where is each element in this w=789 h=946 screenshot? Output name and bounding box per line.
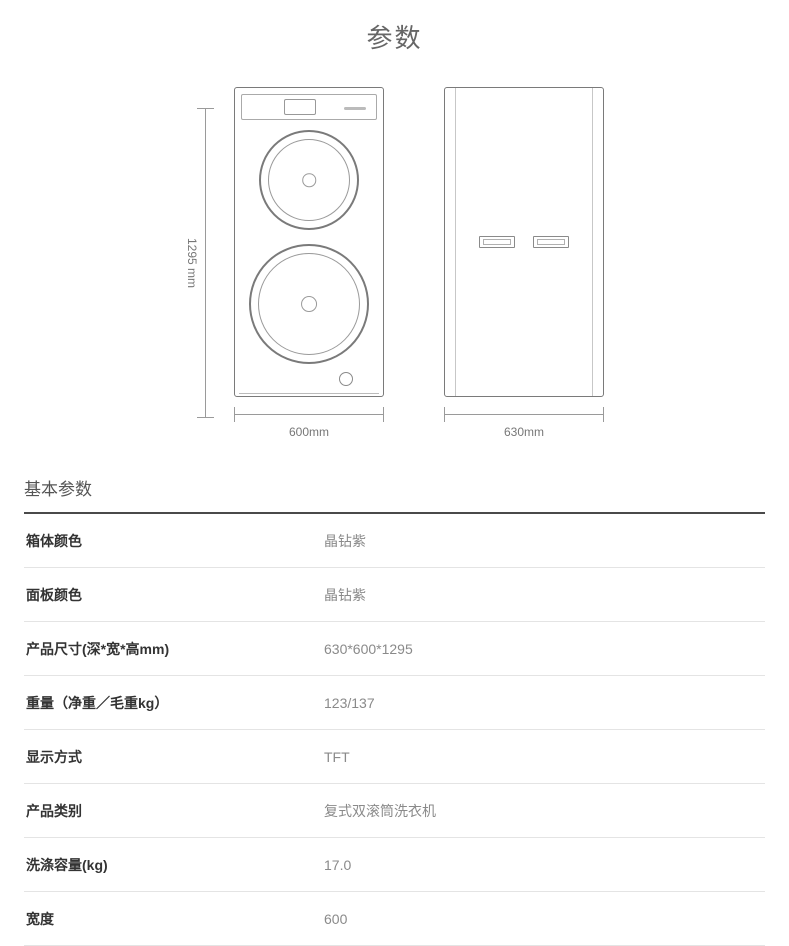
upper-drum-ring-icon: [268, 139, 350, 221]
spec-label: 面板颜色: [24, 585, 324, 605]
height-dimension-line: [205, 108, 206, 418]
spec-label: 显示方式: [24, 747, 324, 767]
spec-label: 产品尺寸(深*宽*高mm): [24, 639, 324, 659]
spec-row: 面板颜色晶钻紫: [24, 568, 765, 622]
side-width-label: 630mm: [504, 425, 544, 439]
control-knob-icon: [339, 372, 353, 386]
lower-drum-icon: [249, 244, 369, 364]
side-view-wrap: 630mm: [444, 87, 604, 439]
spec-label: 宽度: [24, 909, 324, 929]
front-view-group: 1295 mm 600mm: [185, 87, 384, 439]
spec-value: 123/137: [324, 695, 375, 711]
height-dimension: 1295 mm: [185, 87, 220, 439]
spec-section: 基本参数 箱体颜色晶钻紫面板颜色晶钻紫产品尺寸(深*宽*高mm)630*600*…: [0, 449, 789, 946]
side-handle-icon: [479, 236, 515, 248]
spec-label: 重量（净重／毛重kg）: [24, 693, 324, 713]
spec-label: 箱体颜色: [24, 531, 324, 551]
appliance-front-view: [234, 87, 384, 397]
detergent-slot-icon: [344, 107, 366, 110]
spec-row: 宽度600: [24, 892, 765, 946]
front-width-label: 600mm: [289, 425, 329, 439]
spec-value: TFT: [324, 749, 350, 765]
spec-row: 显示方式TFT: [24, 730, 765, 784]
appliance-side-view: [444, 87, 604, 397]
side-width-dimension: [444, 407, 604, 421]
section-title: 基本参数: [24, 461, 765, 514]
display-screen-icon: [284, 99, 316, 115]
spec-row: 产品类别复式双滚筒洗衣机: [24, 784, 765, 838]
control-panel: [241, 94, 377, 120]
spec-value: 17.0: [324, 857, 351, 873]
front-width-dimension: [234, 407, 384, 421]
spec-row: 重量（净重／毛重kg）123/137: [24, 676, 765, 730]
front-width-line: [234, 414, 384, 415]
spec-table: 箱体颜色晶钻紫面板颜色晶钻紫产品尺寸(深*宽*高mm)630*600*1295重…: [24, 514, 765, 946]
spec-value: 复式双滚筒洗衣机: [324, 801, 436, 821]
lower-drum-ring-icon: [258, 253, 360, 355]
front-view-wrap: 600mm: [234, 87, 384, 439]
spec-row: 箱体颜色晶钻紫: [24, 514, 765, 568]
spec-value: 600: [324, 911, 347, 927]
dimension-diagram: 1295 mm 600mm: [0, 87, 789, 449]
spec-value: 晶钻紫: [324, 531, 366, 551]
side-width-line: [444, 414, 604, 415]
spec-row: 产品尺寸(深*宽*高mm)630*600*1295: [24, 622, 765, 676]
side-handle-icon: [533, 236, 569, 248]
page-title: 参数: [0, 0, 789, 87]
spec-label: 洗涤容量(kg): [24, 855, 324, 875]
side-seam-icon: [592, 88, 593, 396]
spec-value: 晶钻紫: [324, 585, 366, 605]
upper-drum-icon: [259, 130, 359, 230]
side-seam-icon: [455, 88, 456, 396]
height-dimension-label: 1295 mm: [185, 238, 199, 288]
spec-row: 洗涤容量(kg)17.0: [24, 838, 765, 892]
spec-label: 产品类别: [24, 801, 324, 821]
base-line-icon: [239, 393, 379, 394]
spec-value: 630*600*1295: [324, 641, 413, 657]
